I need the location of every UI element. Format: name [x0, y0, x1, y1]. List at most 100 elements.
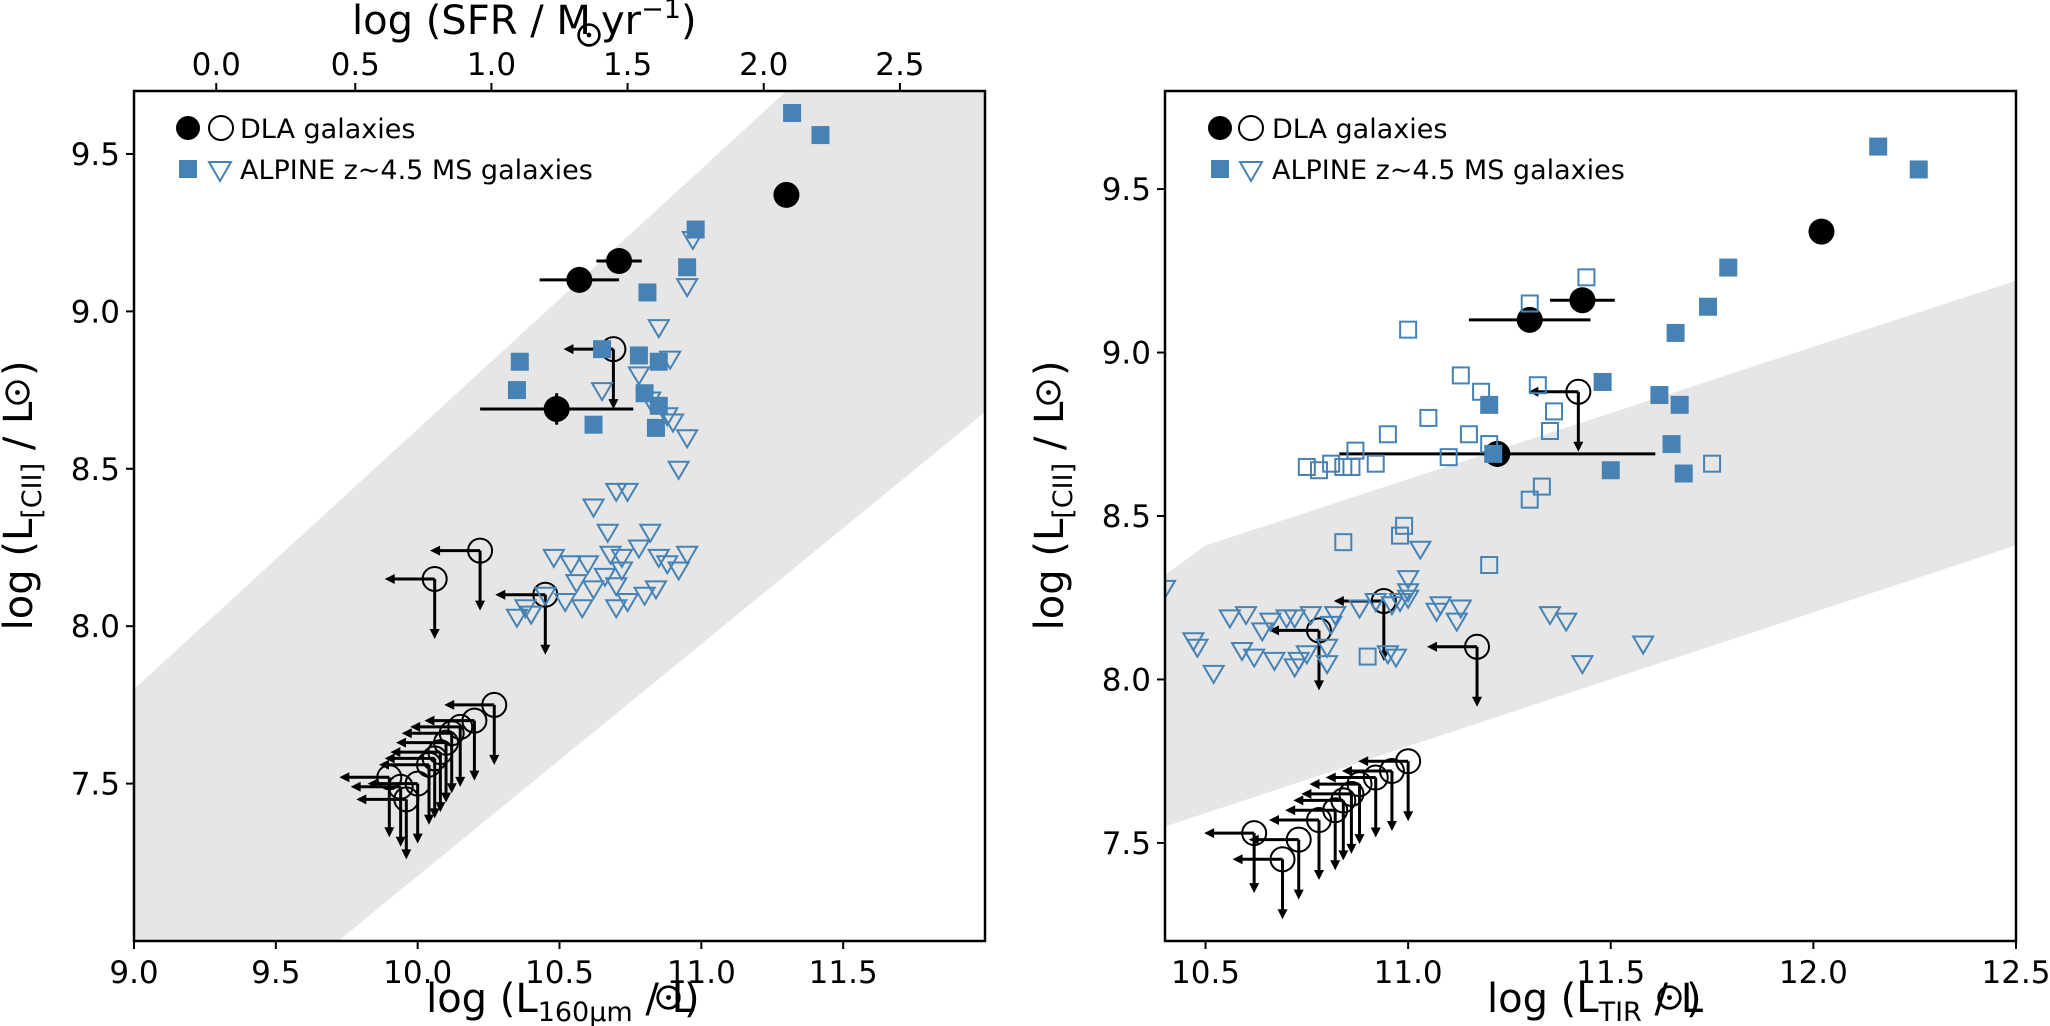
dla-y-limit-arrowhead [469, 770, 480, 781]
alpine-limit-triangle-marker [604, 577, 628, 598]
top-x-tick-label: 1.5 [603, 47, 652, 83]
dla-detection-marker [543, 395, 570, 422]
alpine-limit-triangle-marker [638, 523, 663, 544]
alpine-detection-marker [1593, 372, 1612, 391]
svg-text:log (L160μm / L: log (L160μm / L [426, 976, 695, 1026]
dla-x-limit-arrowhead [339, 772, 350, 783]
dla-x-limit-arrowhead [1285, 805, 1296, 816]
dla-x-limit-arrowhead [390, 747, 401, 758]
alpine-limit-square-marker [1439, 448, 1458, 467]
alpine-limit-triangle-marker [519, 605, 543, 626]
alpine-limit-triangle-marker [627, 539, 651, 560]
dla-y-limit-arrowhead [1354, 834, 1365, 845]
alpine-limit-square-marker [1520, 490, 1539, 509]
alpine-limit-triangle-marker [655, 555, 680, 576]
dla-x-limit-arrowhead [350, 781, 361, 792]
dla-x-limit-arrowhead [1325, 772, 1336, 783]
dla-x-limit-arrowhead [1268, 625, 1279, 636]
dla-limit-marker [1285, 826, 1312, 853]
right-points [1165, 137, 1928, 920]
svg-text:log (L[CII] / L: log (L[CII] / L [1027, 401, 1079, 630]
alpine-detection-marker [507, 381, 526, 400]
alpine-detection-marker [1484, 444, 1503, 463]
alpine-detection-marker [1674, 464, 1693, 483]
alpine-limit-triangle-marker [647, 548, 671, 569]
alpine-limit-triangle-marker [595, 523, 620, 544]
alpine-limit-triangle-marker [1408, 540, 1433, 561]
dla-detection-marker [606, 248, 633, 274]
legend-dla-filled-marker [1208, 116, 1232, 140]
right-x-axis-label: log (LTIR / L ) [1487, 976, 1704, 1026]
dla-limit-marker [1395, 748, 1422, 775]
dla-y-limit-arrowhead [1386, 821, 1397, 831]
alpine-limit-triangle-marker [1234, 606, 1258, 627]
alpine-limit-square-marker [1334, 533, 1353, 552]
dla-y-limit-arrowhead [1330, 860, 1341, 871]
alpine-limit-triangle-marker [661, 413, 685, 434]
alpine-limit-triangle-marker [1274, 609, 1299, 630]
alpine-detection-marker [1601, 461, 1620, 480]
alpine-limit-square-marker [1309, 461, 1328, 480]
alpine-limit-triangle-marker [627, 366, 651, 387]
solar-symbol-icon [1036, 380, 1061, 405]
alpine-limit-triangle-marker [638, 391, 663, 412]
dla-y-limit-arrowhead [540, 644, 551, 655]
alpine-limit-triangle-marker [1445, 612, 1469, 633]
y-tick-label: 8.0 [71, 609, 120, 645]
alpine-limit-triangle-marker [1631, 635, 1655, 656]
dla-x-limit-arrowhead [430, 545, 441, 556]
dla-limit-marker [1269, 846, 1296, 873]
alpine-limit-triangle-marker [564, 574, 589, 595]
top-x-tick-label: 2.0 [739, 47, 788, 83]
alpine-limit-triangle-marker [576, 555, 600, 576]
legend-dla-filled-marker [176, 116, 200, 140]
alpine-detection-marker [1650, 386, 1669, 405]
y-tick-label: 7.5 [71, 767, 120, 803]
dla-y-limit-arrowhead [455, 776, 466, 787]
dla-limit-marker [467, 537, 494, 564]
alpine-limit-triangle-marker [1396, 583, 1420, 604]
alpine-limit-triangle-marker [615, 593, 640, 613]
dla-x-limit-arrowhead [1232, 854, 1243, 865]
dla-y-limit-arrowhead [1403, 811, 1414, 822]
alpine-limit-triangle-marker [1218, 609, 1242, 630]
dla-limit-marker [393, 786, 420, 813]
alpine-limit-triangle-marker [590, 382, 614, 403]
dla-limit-marker [1565, 378, 1592, 405]
dla-limit-marker [461, 707, 488, 734]
alpine-limit-triangle-marker [559, 555, 583, 576]
alpine-limit-triangle-marker [647, 319, 671, 340]
dla-limit-marker [1362, 764, 1389, 791]
dla-x-limit-arrowhead [563, 344, 574, 355]
alpine-limit-triangle-marker [681, 230, 705, 251]
dla-limit-marker [1322, 797, 1349, 824]
x-tick-label: 10.0 [383, 955, 452, 991]
y-tick-label: 9.0 [71, 294, 120, 330]
alpine-limit-triangle-marker [1230, 642, 1254, 663]
alpine-limit-triangle-marker [1384, 648, 1408, 669]
alpine-detection-marker [1670, 395, 1689, 414]
top-x-tick-label: 1.0 [467, 47, 516, 83]
alpine-limit-square-marker [1391, 526, 1410, 545]
legend-dla-label: DLA galaxies [1272, 114, 1447, 145]
legend-alpine-square-marker [179, 160, 197, 178]
alpine-limit-square-marker [1297, 457, 1316, 476]
dla-limit-marker [421, 745, 448, 772]
alpine-limit-square-marker [1451, 366, 1470, 385]
alpine-detection-marker [1869, 137, 1888, 156]
dla-y-limit-arrowhead [446, 783, 457, 794]
alpine-limit-triangle-marker [655, 407, 680, 428]
dla-y-limit-arrowhead [1293, 889, 1304, 900]
left-legend: DLA galaxies ALPINE z~4.5 MS galaxies [176, 114, 593, 186]
alpine-limit-triangle-marker [1315, 655, 1339, 676]
dla-y-limit-arrowhead [1277, 909, 1288, 920]
alpine-limit-triangle-marker [604, 599, 628, 620]
dla-y-limit-arrowhead [424, 814, 435, 825]
dla-y-limit-arrowhead [429, 808, 440, 819]
alpine-limit-square-marker [1419, 408, 1438, 427]
dla-y-limit-arrowhead [489, 754, 500, 765]
dla-y-limit-arrowhead [435, 802, 446, 813]
dla-x-limit-arrowhead [1427, 641, 1438, 652]
svg-text:log (LTIR / L: log (LTIR / L [1487, 976, 1704, 1026]
alpine-limit-triangle-marker [644, 580, 668, 601]
